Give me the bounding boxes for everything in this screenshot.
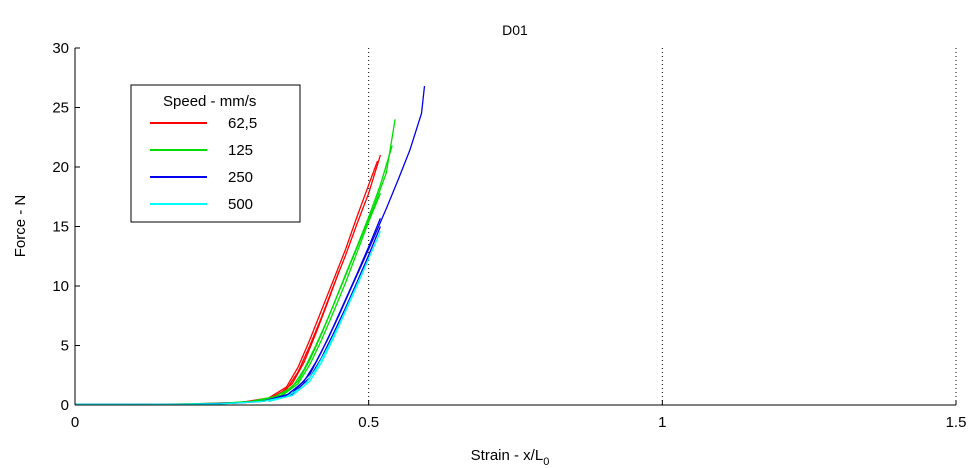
legend-label-2: 250: [228, 169, 253, 186]
y-axis-label: Force - N: [12, 195, 29, 258]
chart-title: D01: [502, 22, 528, 38]
x-tick-label-3: 1.5: [946, 414, 967, 431]
x-tick-label-0: 0: [71, 414, 79, 431]
x-tick-label-1: 0.5: [358, 414, 379, 431]
x-axis-label-main: Strain - x/L: [471, 447, 544, 464]
legend-label-0: 62,5: [228, 115, 257, 132]
plot-layer: [75, 86, 426, 406]
series-2-curve-1: [262, 217, 382, 403]
y-tick-label-6: 30: [52, 40, 69, 57]
x-axis-label-subscript: 0: [543, 456, 549, 468]
y-tick-label-5: 25: [52, 100, 69, 117]
legend-label-3: 500: [228, 196, 253, 213]
legend: Speed - mm/s 62,5 125 250 500: [130, 84, 301, 223]
y-tick-label-1: 5: [61, 338, 69, 355]
legend-box: [130, 84, 301, 223]
series-3-curve-1: [268, 258, 370, 403]
legend-label-1: 125: [228, 142, 253, 159]
series-1-curve-1: [251, 145, 393, 403]
legend-title: Speed - mm/s: [163, 93, 256, 110]
ticks-layer: 0 0.5 1 1.5 0 5 10 15 20 25 30: [52, 40, 966, 431]
x-tick-label-2: 1: [658, 414, 666, 431]
y-tick-label-3: 15: [52, 219, 69, 236]
y-tick-label-4: 20: [52, 159, 69, 176]
series-2-curve-2: [268, 226, 382, 403]
x-axis-label: Strain - x/L0: [471, 447, 550, 468]
y-tick-label-2: 10: [52, 278, 69, 295]
series-1-curve-2: [256, 192, 382, 403]
y-tick-label-0: 0: [61, 397, 69, 414]
